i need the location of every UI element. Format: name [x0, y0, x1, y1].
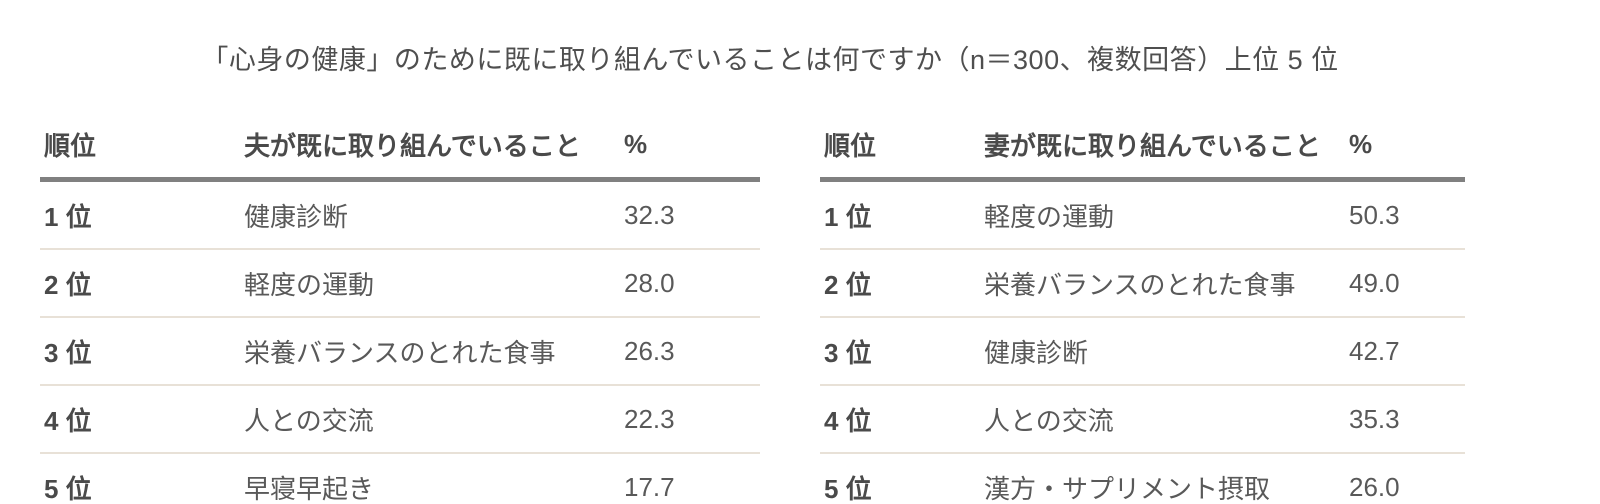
rank-cell: 1 位 — [40, 182, 240, 250]
pct-cell: 17.7 — [620, 454, 760, 504]
husband-col-pct: % — [620, 111, 760, 182]
pct-cell: 22.3 — [620, 386, 760, 454]
column-header: 順位 — [824, 131, 877, 161]
item-cell: 軽度の運動 — [240, 250, 620, 318]
pct-cell: 49.0 — [1345, 250, 1465, 318]
rank-cell: 1 位 — [820, 182, 980, 250]
rank-cell: 3 位 — [820, 318, 980, 386]
pct-cell: 42.7 — [1345, 318, 1465, 386]
husband-col-item: 夫が既に取り組んでいること — [240, 111, 620, 182]
rank-cell: 2 位 — [820, 250, 980, 318]
pct-cell: 26.3 — [620, 318, 760, 386]
item-cell: 健康診断 — [980, 318, 1345, 386]
item-cell: 栄養バランスのとれた食事 — [980, 250, 1345, 318]
column-header: % — [1349, 129, 1373, 159]
husband-table: 順位 夫が既に取り組んでいること % 1 位 健康診断 32.3 2 位 軽度の… — [40, 111, 760, 504]
tables-container: 順位 夫が既に取り組んでいること % 1 位 健康診断 32.3 2 位 軽度の… — [40, 111, 1560, 504]
page-title: 「心身の健康」のために既に取り組んでいることは何ですか（n＝300、複数回答）上… — [201, 45, 1339, 75]
item-cell: 軽度の運動 — [980, 182, 1345, 250]
item-cell: 健康診断 — [240, 182, 620, 250]
rank-cell: 3 位 — [40, 318, 240, 386]
column-header: 夫が既に取り組んでいること — [244, 131, 581, 161]
wife-col-item: 妻が既に取り組んでいること — [980, 111, 1345, 182]
pct-cell: 50.3 — [1345, 182, 1465, 250]
wife-col-pct: % — [1345, 111, 1465, 182]
pct-cell: 35.3 — [1345, 386, 1465, 454]
pct-cell: 28.0 — [620, 250, 760, 318]
rank-cell: 4 位 — [820, 386, 980, 454]
item-cell: 漢方・サプリメント摂取 — [980, 454, 1345, 504]
column-header: 順位 — [44, 131, 97, 161]
pct-cell: 32.3 — [620, 182, 760, 250]
item-cell: 栄養バランスのとれた食事 — [240, 318, 620, 386]
item-cell: 人との交流 — [240, 386, 620, 454]
wife-table: 順位 妻が既に取り組んでいること % 1 位 軽度の運動 50.3 2 位 栄養… — [820, 111, 1465, 504]
rank-cell: 5 位 — [40, 454, 240, 504]
rank-cell: 2 位 — [40, 250, 240, 318]
pct-cell: 26.0 — [1345, 454, 1465, 504]
item-cell: 早寝早起き — [240, 454, 620, 504]
rank-cell: 4 位 — [40, 386, 240, 454]
column-header: 妻が既に取り組んでいること — [984, 131, 1321, 161]
wife-col-rank: 順位 — [820, 111, 980, 182]
husband-col-rank: 順位 — [40, 111, 240, 182]
rank-cell: 5 位 — [820, 454, 980, 504]
item-cell: 人との交流 — [980, 386, 1345, 454]
column-header: % — [624, 129, 648, 159]
